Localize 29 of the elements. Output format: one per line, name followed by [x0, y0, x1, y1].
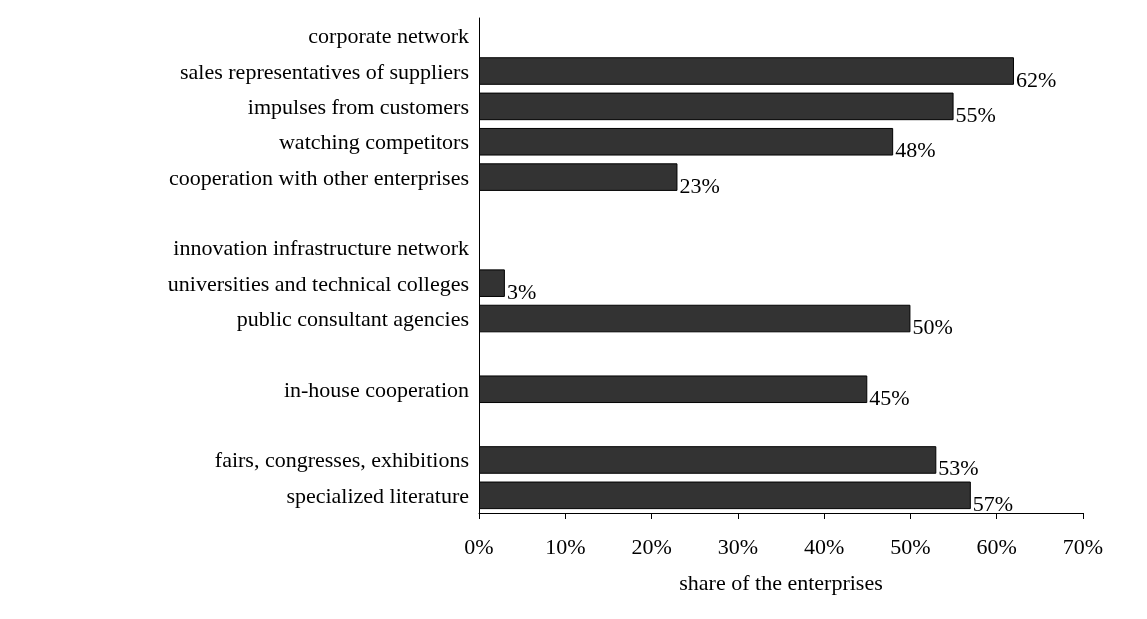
- x-tick-label: 10%: [545, 533, 586, 559]
- x-tick-label: 0%: [464, 533, 494, 559]
- x-axis-title: share of the enterprises: [679, 569, 883, 595]
- data-label: 62%: [1015, 66, 1057, 92]
- x-tick-label: 30%: [717, 533, 759, 559]
- x-tick-label: 70%: [1062, 533, 1104, 559]
- x-tick-label: 50%: [890, 533, 931, 559]
- y-tick-label: specialized literature: [286, 482, 469, 508]
- y-tick-label: innovation infrastructure network: [173, 235, 469, 261]
- data-label: 48%: [895, 137, 936, 163]
- y-tick-label: corporate network: [308, 23, 469, 49]
- data-label: 3%: [506, 278, 537, 304]
- y-tick-label: sales representatives of suppliers: [180, 58, 469, 84]
- y-tick-label: cooperation with other enterprises: [169, 164, 469, 190]
- data-label: 55%: [955, 101, 996, 127]
- x-tick-label: 60%: [976, 533, 1017, 559]
- data-label: 23%: [679, 172, 720, 198]
- y-tick-label: public consultant agencies: [236, 306, 469, 332]
- y-tick-label: universities and technical colleges: [167, 270, 469, 296]
- x-tick-label: 20%: [631, 533, 672, 559]
- y-tick-label: impulses from customers: [247, 93, 469, 119]
- data-label: 50%: [912, 314, 953, 340]
- y-tick-label: fairs, congresses, exhibitions: [214, 447, 469, 473]
- data-label: 53%: [938, 455, 979, 481]
- data-label: 57%: [972, 490, 1014, 516]
- x-tick-label: 40%: [803, 533, 845, 559]
- data-label: 45%: [869, 384, 910, 410]
- y-tick-label: watching competitors: [278, 129, 469, 155]
- y-tick-label: in-house cooperation: [283, 376, 469, 402]
